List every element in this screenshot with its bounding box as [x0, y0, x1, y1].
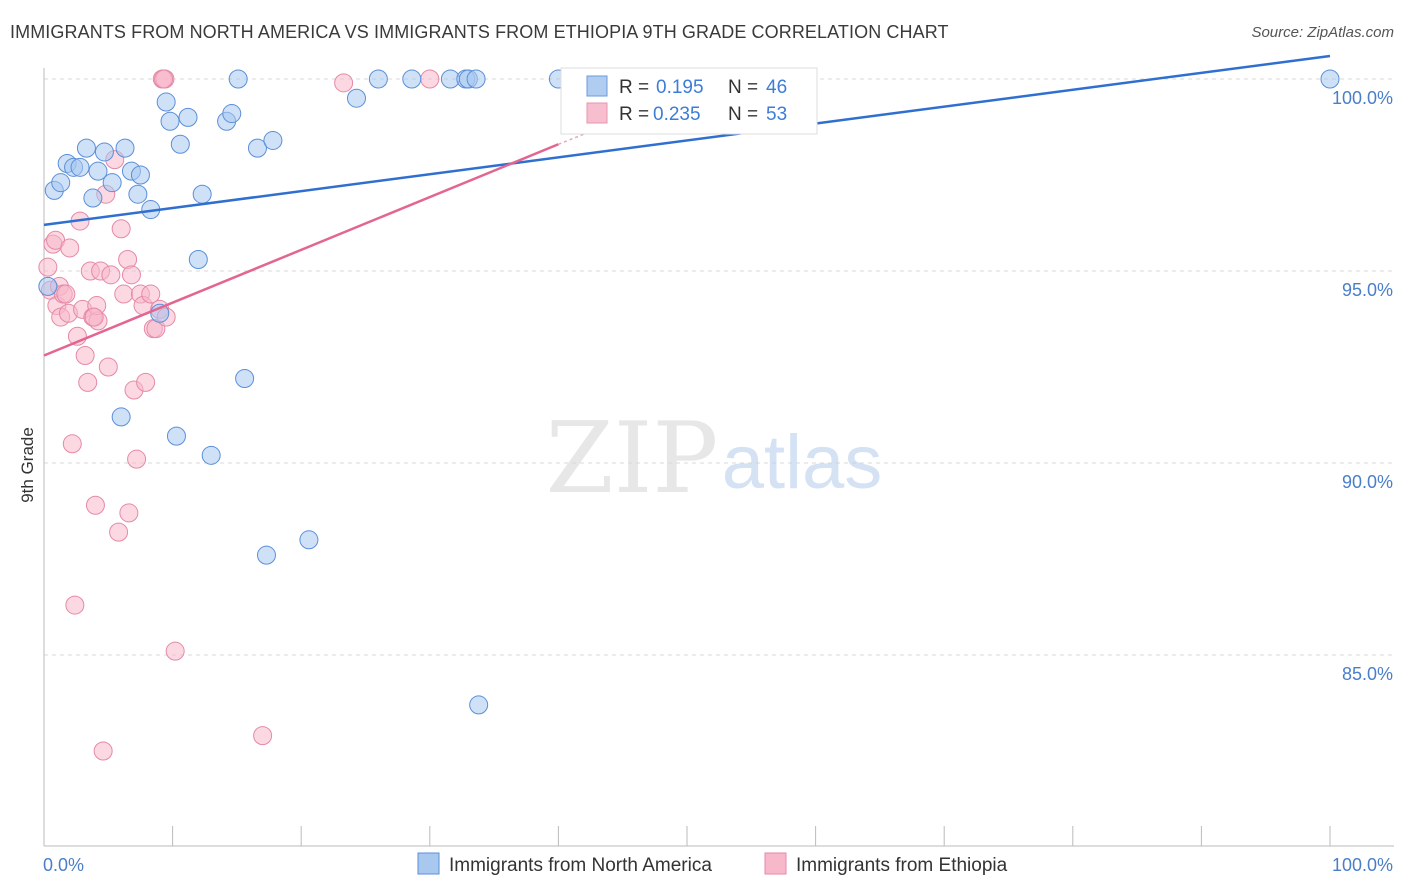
- north-america-point: [235, 369, 255, 389]
- north-america-point: [346, 88, 366, 108]
- north-america-point: [111, 407, 131, 427]
- watermark: ZIP atlas: [546, 402, 883, 516]
- north-america-point: [115, 138, 135, 158]
- y-axis-title: 9th Grade: [18, 427, 37, 503]
- bottom-legend: Immigrants from North America Immigrants…: [417, 852, 1008, 876]
- chart-title: IMMIGRANTS FROM NORTH AMERICA VS IMMIGRA…: [10, 22, 949, 42]
- series-north-america-points: [38, 69, 1340, 715]
- ethiopia-point: [127, 449, 147, 469]
- north-america-point: [1320, 69, 1340, 89]
- north-america-point: [94, 142, 114, 162]
- ethiopia-point: [121, 265, 141, 285]
- bottom-legend-swatch-north-america: [417, 852, 440, 875]
- gridlines: [44, 78, 1394, 656]
- north-america-point: [192, 184, 212, 204]
- north-america-point: [228, 69, 248, 89]
- ethiopia-point: [93, 741, 113, 761]
- y-tick-label: 90.0%: [1342, 472, 1393, 492]
- ethiopia-point: [84, 307, 104, 327]
- ethiopia-point: [165, 641, 185, 661]
- north-america-point: [70, 157, 90, 177]
- north-america-point: [38, 276, 58, 296]
- north-america-point: [368, 69, 388, 89]
- ethiopia-point: [98, 357, 118, 377]
- north-america-point: [76, 138, 96, 158]
- x-axis-ticks: [43, 826, 1331, 846]
- north-america-point: [188, 249, 208, 269]
- north-america-point: [201, 445, 221, 465]
- legend-r-value-2: 0.235: [653, 104, 701, 125]
- axes: [43, 68, 1394, 847]
- north-america-point: [256, 545, 276, 565]
- north-america-point: [178, 107, 198, 127]
- x-tick-label-max: 100.0%: [1332, 855, 1393, 875]
- legend-r-label-1: R =: [619, 77, 649, 98]
- legend-n-value-2: 53: [766, 104, 787, 125]
- legend-n-label-1: N =: [728, 77, 758, 98]
- legend-r-value-1: 0.195: [656, 77, 704, 98]
- ethiopia-point: [114, 284, 134, 304]
- north-america-point: [170, 134, 190, 154]
- legend-swatch-north-america: [586, 75, 608, 97]
- trend-lines: [43, 54, 1331, 357]
- north-america-point: [222, 104, 242, 124]
- north-america-point: [88, 161, 108, 181]
- ethiopia-point: [136, 372, 156, 392]
- north-america-point: [299, 530, 319, 550]
- north-america-point: [469, 695, 489, 715]
- ethiopia-point: [65, 595, 85, 615]
- legend-box: R = 0.195 N = 46 R = 0.235 N = 53: [560, 67, 818, 135]
- y-tick-label: 95.0%: [1342, 280, 1393, 300]
- north-america-point: [247, 138, 267, 158]
- trend-line-ethiopia-extension: [558, 128, 598, 145]
- north-america-point: [128, 184, 148, 204]
- x-tick-label-min: 0.0%: [43, 855, 84, 875]
- ethiopia-point: [141, 284, 161, 304]
- ethiopia-point: [119, 503, 139, 523]
- ethiopia-point: [334, 73, 354, 93]
- trend-line-ethiopia: [43, 143, 559, 357]
- ethiopia-point: [420, 69, 440, 89]
- y-axis-tick-labels: 85.0% 90.0% 95.0% 100.0%: [1332, 88, 1393, 684]
- north-america-point: [51, 173, 71, 193]
- north-america-point: [160, 111, 180, 131]
- y-tick-label: 85.0%: [1342, 664, 1393, 684]
- north-america-point: [130, 165, 150, 185]
- legend-n-value-1: 46: [766, 77, 787, 98]
- ethiopia-point: [85, 495, 105, 515]
- ethiopia-point: [154, 69, 174, 89]
- bottom-legend-label-north-america: Immigrants from North America: [449, 855, 712, 876]
- north-america-point: [83, 188, 103, 208]
- chart-source: Source: ZipAtlas.com: [1251, 24, 1394, 41]
- north-america-point: [466, 69, 486, 89]
- ethiopia-point: [38, 257, 58, 277]
- ethiopia-point: [101, 265, 121, 285]
- ethiopia-point: [56, 284, 76, 304]
- bottom-legend-label-ethiopia: Immigrants from Ethiopia: [796, 855, 1008, 876]
- north-america-point: [156, 92, 176, 112]
- ethiopia-point: [60, 238, 80, 258]
- bottom-legend-swatch-ethiopia: [764, 852, 787, 875]
- trend-line-north-america: [43, 54, 1331, 227]
- north-america-point: [263, 130, 283, 150]
- ethiopia-point: [62, 434, 82, 454]
- north-america-point: [102, 173, 122, 193]
- ethiopia-point: [111, 219, 131, 239]
- north-america-point: [402, 69, 422, 89]
- ethiopia-point: [253, 726, 273, 746]
- watermark-zip: ZIP: [546, 402, 719, 516]
- ethiopia-point: [78, 372, 98, 392]
- legend-r-label-2: R =: [619, 104, 649, 125]
- ethiopia-point: [109, 522, 129, 542]
- ethiopia-point: [75, 345, 95, 365]
- legend-swatch-ethiopia: [586, 102, 608, 124]
- north-america-point: [166, 426, 186, 446]
- y-tick-label: 100.0%: [1332, 88, 1393, 108]
- watermark-atlas: atlas: [722, 420, 883, 505]
- legend-n-label-2: N =: [728, 104, 758, 125]
